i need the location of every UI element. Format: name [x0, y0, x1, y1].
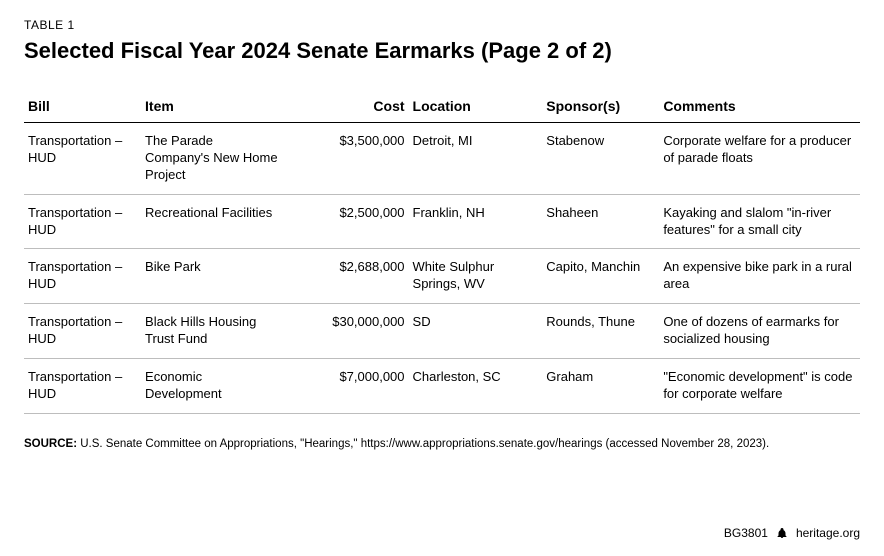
table-cell: Economic Development — [141, 359, 283, 414]
col-header: Sponsor(s) — [542, 92, 659, 123]
table-cell: $2,500,000 — [283, 194, 408, 249]
table-cell: Black Hills Housing Trust Fund — [141, 304, 283, 359]
table-cell: Transportation – HUD — [24, 194, 141, 249]
table-cell: Rounds, Thune — [542, 304, 659, 359]
table-cell: Transportation – HUD — [24, 123, 141, 195]
table-cell: Recreational Facilities — [141, 194, 283, 249]
table-cell: Transportation – HUD — [24, 304, 141, 359]
table-cell: $2,688,000 — [283, 249, 408, 304]
source-text: U.S. Senate Committee on Appropriations,… — [77, 438, 769, 450]
table-cell: Transportation – HUD — [24, 249, 141, 304]
table-cell: Capito, Manchin — [542, 249, 659, 304]
table-cell: $30,000,000 — [283, 304, 408, 359]
table-cell: Transportation – HUD — [24, 359, 141, 414]
table-cell: $3,500,000 — [283, 123, 408, 195]
table-cell: One of dozens of earmarks for socialized… — [659, 304, 860, 359]
table-cell: $7,000,000 — [283, 359, 408, 414]
table-cell: Shaheen — [542, 194, 659, 249]
site-name: heritage.org — [796, 526, 860, 540]
table-cell: SD — [409, 304, 543, 359]
table-cell: Charleston, SC — [409, 359, 543, 414]
table-row: Transportation – HUDEconomic Development… — [24, 359, 860, 414]
table-cell: Bike Park — [141, 249, 283, 304]
table-cell: Corporate welfare for a producer of para… — [659, 123, 860, 195]
table-cell: Graham — [542, 359, 659, 414]
table-cell: Kayaking and slalom "in-river features" … — [659, 194, 860, 249]
col-header: Location — [409, 92, 543, 123]
table-body: Transportation – HUDThe Parade Company's… — [24, 123, 860, 414]
earmarks-table: BillItemCostLocationSponsor(s)Comments T… — [24, 92, 860, 414]
table-row: Transportation – HUDBlack Hills Housing … — [24, 304, 860, 359]
table-cell: "Economic development" is code for corpo… — [659, 359, 860, 414]
col-header: Bill — [24, 92, 141, 123]
table-cell: Stabenow — [542, 123, 659, 195]
table-cell: The Parade Company's New Home Project — [141, 123, 283, 195]
footer: BG3801 heritage.org — [724, 526, 860, 540]
source-label: SOURCE: — [24, 438, 77, 450]
table-row: Transportation – HUDThe Parade Company's… — [24, 123, 860, 195]
col-header: Cost — [283, 92, 408, 123]
table-cell: Detroit, MI — [409, 123, 543, 195]
table-label: TABLE 1 — [24, 18, 860, 32]
table-row: Transportation – HUDBike Park$2,688,000W… — [24, 249, 860, 304]
table-cell: An expensive bike park in a rural area — [659, 249, 860, 304]
source-citation: SOURCE: U.S. Senate Committee on Appropr… — [24, 436, 860, 452]
table-row: Transportation – HUDRecreational Facilit… — [24, 194, 860, 249]
table-cell: White Sulphur Springs, WV — [409, 249, 543, 304]
col-header: Item — [141, 92, 283, 123]
page-title: Selected Fiscal Year 2024 Senate Earmark… — [24, 38, 860, 64]
doc-id: BG3801 — [724, 526, 768, 540]
col-header: Comments — [659, 92, 860, 123]
table-header: BillItemCostLocationSponsor(s)Comments — [24, 92, 860, 123]
table-cell: Franklin, NH — [409, 194, 543, 249]
bell-icon — [776, 527, 788, 539]
